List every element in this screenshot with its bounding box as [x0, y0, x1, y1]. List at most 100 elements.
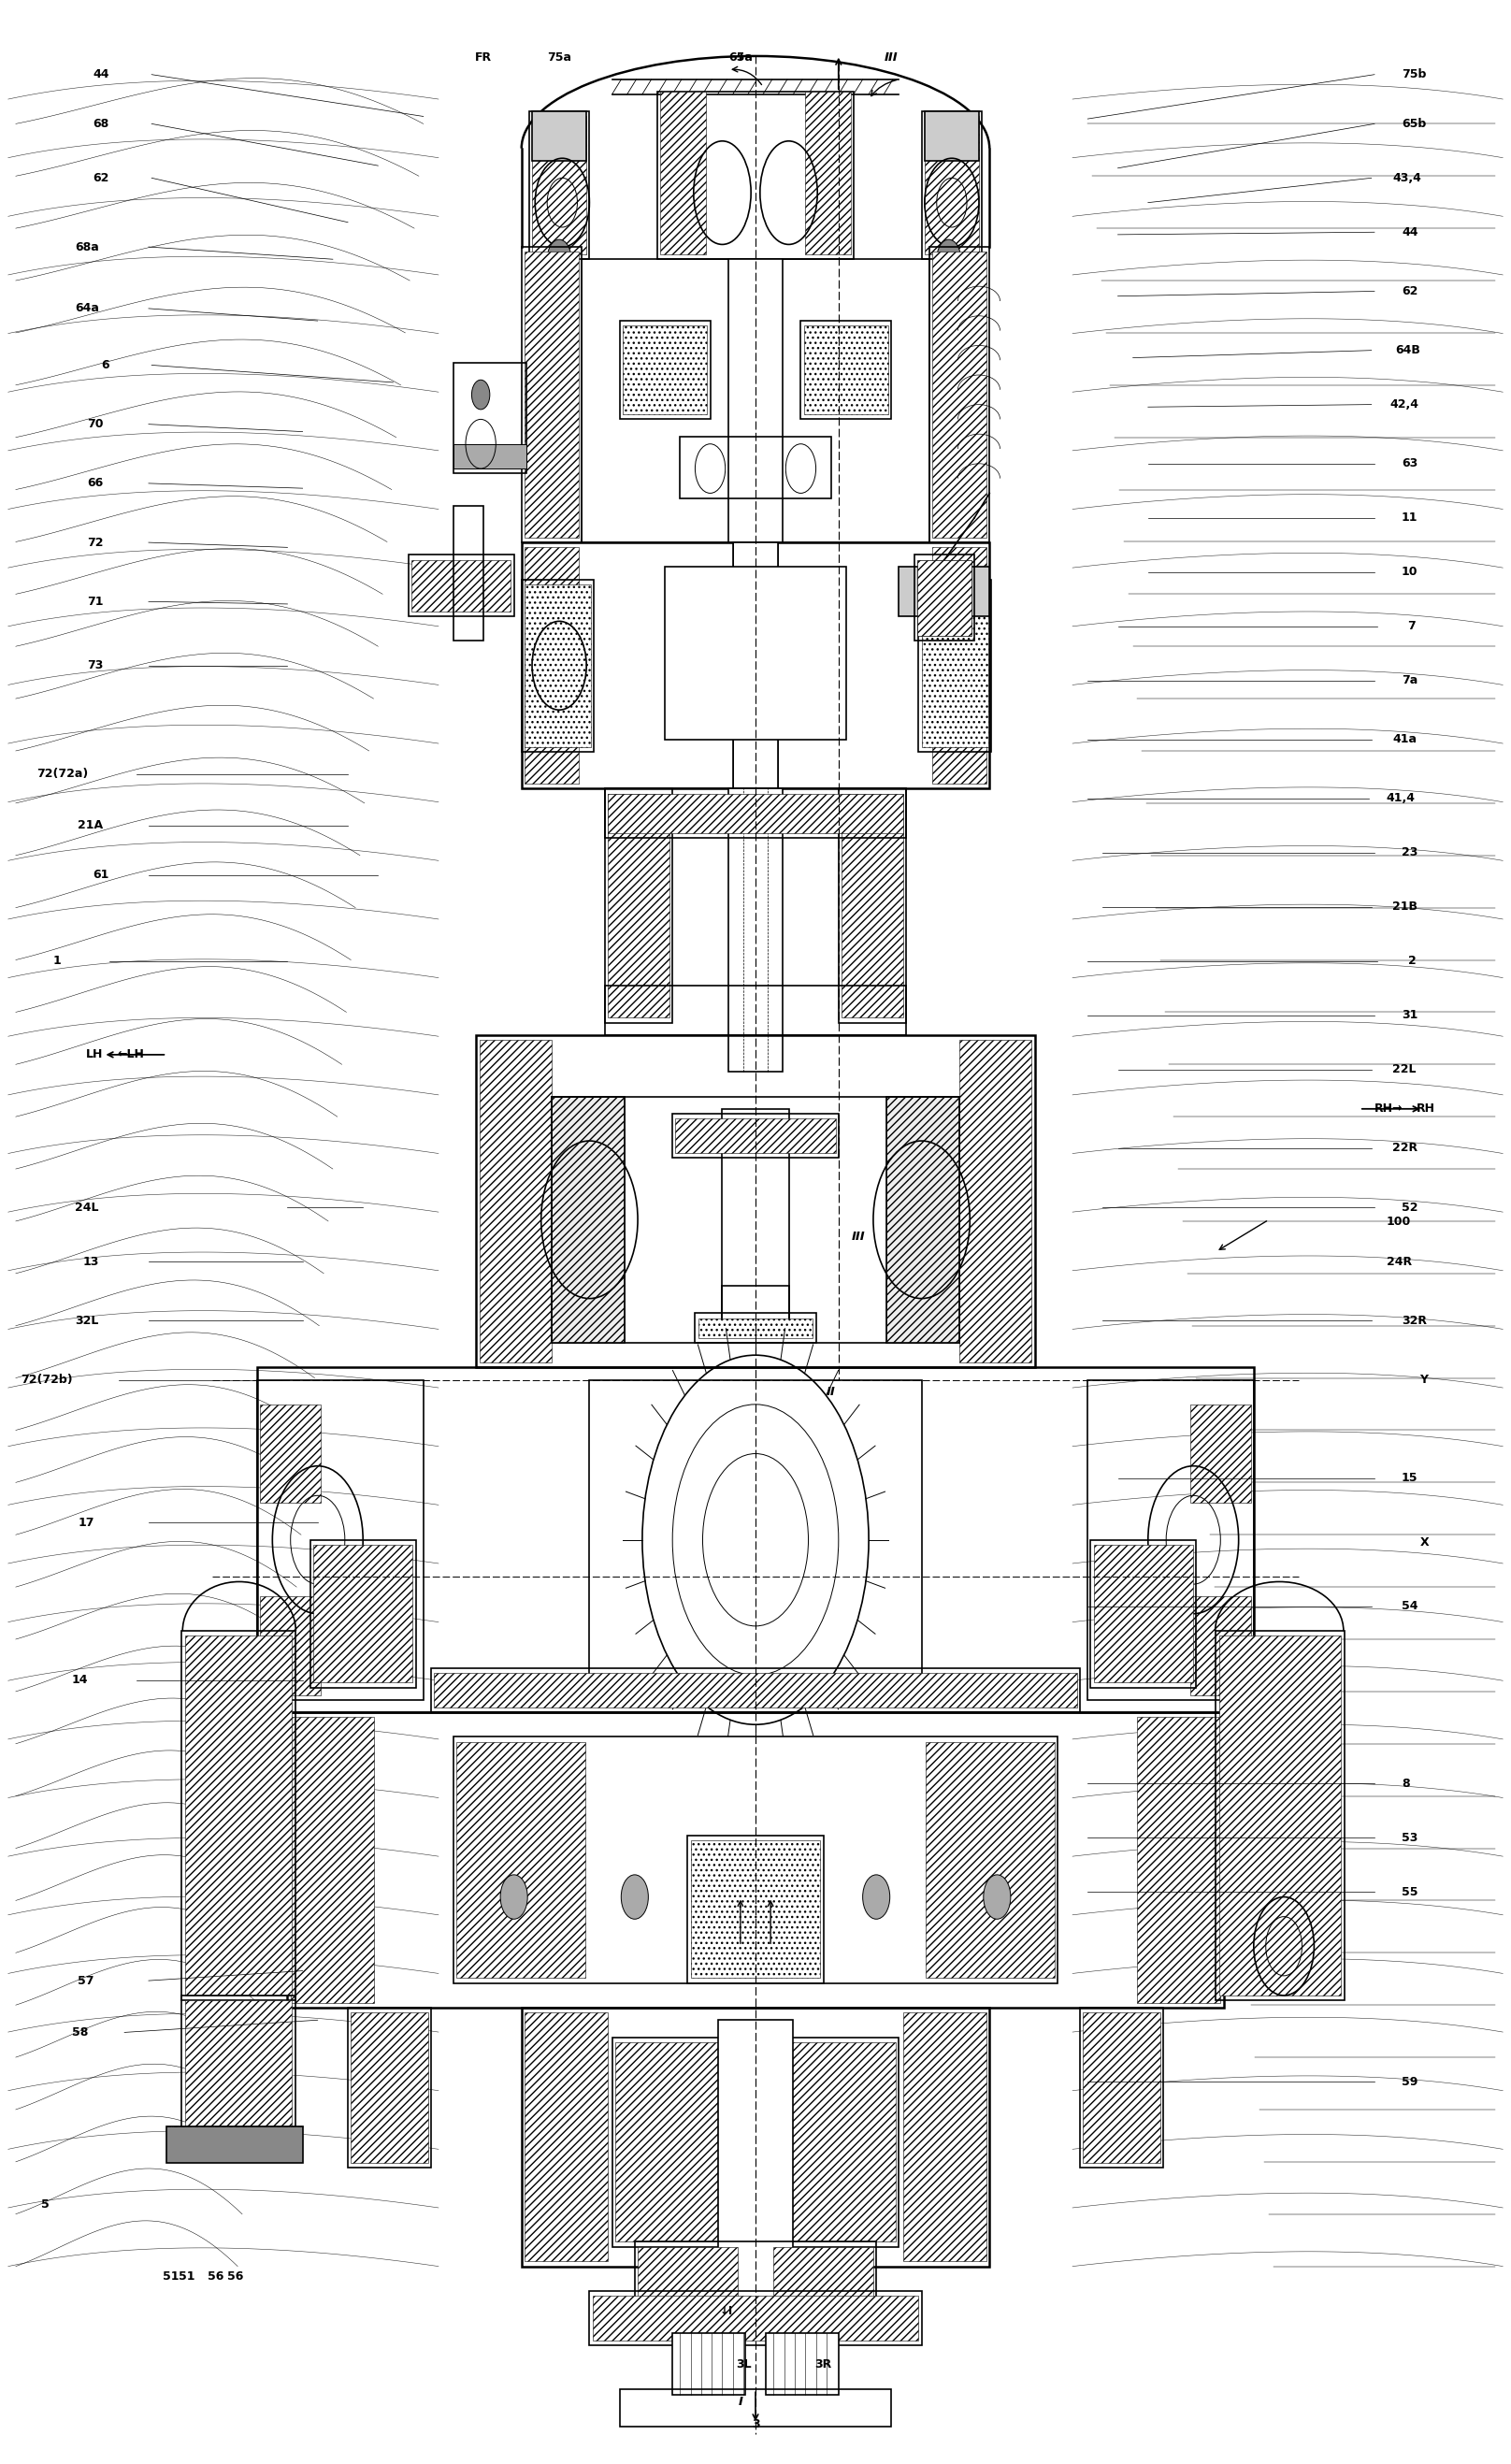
- Text: 14: 14: [73, 1673, 88, 1685]
- Bar: [181, 1996, 295, 2144]
- Bar: [672, 2333, 745, 2395]
- Bar: [925, 111, 979, 160]
- Bar: [612, 2038, 899, 2247]
- Text: I: I: [739, 52, 743, 64]
- Bar: [479, 1040, 552, 1363]
- Text: 44: 44: [94, 69, 109, 81]
- Text: 59: 59: [1402, 2075, 1417, 2087]
- Bar: [532, 111, 586, 160]
- Text: 61: 61: [94, 870, 109, 882]
- Text: 21A: 21A: [79, 821, 103, 833]
- Bar: [453, 362, 526, 473]
- Text: 32L: 32L: [76, 1316, 98, 1326]
- Text: III: III: [851, 1232, 864, 1242]
- Text: 52: 52: [1402, 1202, 1417, 1212]
- Bar: [1080, 2008, 1163, 2168]
- Bar: [351, 2013, 428, 2163]
- Text: 72: 72: [88, 537, 103, 549]
- Bar: [929, 246, 990, 542]
- Bar: [680, 436, 831, 498]
- Bar: [604, 788, 672, 1023]
- Text: 53: 53: [1402, 1831, 1417, 1843]
- Bar: [722, 1286, 789, 1331]
- Circle shape: [984, 1875, 1011, 1919]
- Text: 21B: 21B: [1393, 902, 1417, 914]
- Circle shape: [621, 1875, 648, 1919]
- Bar: [607, 793, 669, 1018]
- Bar: [532, 116, 586, 254]
- Text: RH→: RH→: [1375, 1104, 1404, 1114]
- Text: 64B: 64B: [1396, 345, 1420, 357]
- Text: 51: 51: [162, 2269, 178, 2282]
- Text: 3: 3: [751, 2417, 760, 2430]
- Bar: [524, 251, 579, 537]
- Text: 10: 10: [1402, 567, 1417, 579]
- Text: 100: 100: [1387, 1217, 1411, 1227]
- Bar: [718, 2020, 793, 2304]
- Text: 1: 1: [53, 956, 60, 968]
- Text: 43,4: 43,4: [1393, 172, 1422, 185]
- Text: I: I: [739, 2395, 743, 2407]
- Bar: [290, 1717, 373, 2003]
- Text: 73: 73: [88, 660, 103, 673]
- Text: ↓I: ↓I: [719, 2304, 733, 2316]
- Bar: [521, 542, 990, 788]
- Circle shape: [500, 1875, 527, 1919]
- Text: Y: Y: [1420, 1375, 1428, 1385]
- Text: LH: LH: [86, 1050, 103, 1062]
- Text: 65a: 65a: [728, 52, 752, 64]
- Text: 5: 5: [41, 2198, 48, 2210]
- Bar: [453, 505, 484, 641]
- Bar: [801, 320, 891, 419]
- Bar: [925, 116, 979, 254]
- Bar: [166, 2126, 302, 2163]
- Text: 56: 56: [227, 2269, 243, 2282]
- Text: III: III: [884, 52, 898, 64]
- Bar: [524, 2013, 607, 2262]
- Bar: [408, 554, 514, 616]
- Bar: [313, 1545, 413, 1683]
- Bar: [623, 325, 707, 414]
- Bar: [604, 986, 907, 1035]
- Bar: [1083, 2013, 1160, 2163]
- Text: 72(72a): 72(72a): [36, 769, 88, 781]
- Bar: [728, 259, 783, 542]
- Bar: [521, 2008, 990, 2267]
- Bar: [1216, 1631, 1345, 2001]
- Bar: [1138, 1717, 1221, 2003]
- Text: 64a: 64a: [74, 303, 98, 315]
- Bar: [932, 547, 987, 784]
- Bar: [260, 1404, 320, 1503]
- Bar: [665, 567, 846, 739]
- Text: X: X: [1420, 1535, 1429, 1547]
- Text: 3R: 3R: [814, 2358, 833, 2370]
- Text: 44: 44: [1402, 227, 1417, 239]
- Bar: [453, 1737, 1058, 1984]
- Bar: [582, 259, 929, 542]
- Bar: [434, 1673, 1077, 1708]
- Bar: [638, 2247, 737, 2299]
- Bar: [589, 1380, 922, 1700]
- Text: II: II: [827, 1385, 836, 1397]
- Bar: [1094, 1545, 1194, 1683]
- Text: 22L: 22L: [1393, 1064, 1416, 1077]
- Bar: [914, 554, 975, 641]
- Bar: [842, 793, 904, 1018]
- Bar: [552, 1096, 624, 1343]
- Bar: [453, 444, 526, 468]
- Bar: [521, 246, 582, 542]
- Bar: [615, 2043, 728, 2242]
- Text: 8: 8: [1402, 1777, 1410, 1789]
- Text: 75a: 75a: [547, 52, 571, 64]
- Text: 42,4: 42,4: [1390, 399, 1419, 411]
- Bar: [922, 584, 988, 747]
- Text: 13: 13: [83, 1257, 98, 1266]
- Text: 31: 31: [1402, 1010, 1417, 1023]
- Bar: [904, 2013, 987, 2262]
- Bar: [592, 2296, 919, 2341]
- Bar: [257, 1380, 423, 1700]
- Text: 62: 62: [94, 172, 109, 185]
- Bar: [804, 325, 888, 414]
- Bar: [887, 1096, 959, 1343]
- Text: 56: 56: [209, 2269, 224, 2282]
